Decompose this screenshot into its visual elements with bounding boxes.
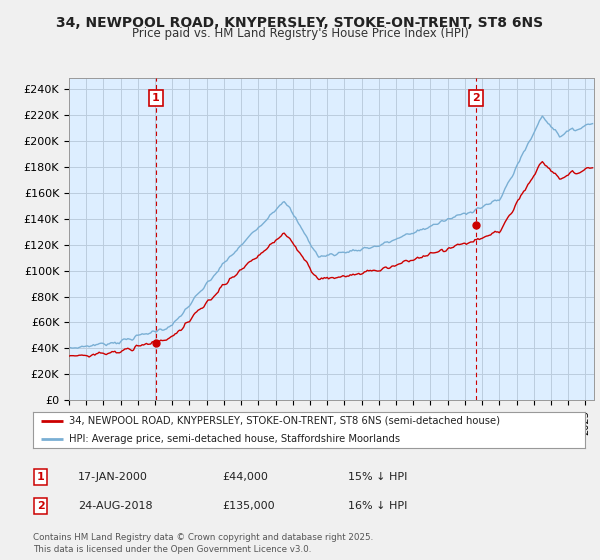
Text: £135,000: £135,000 — [222, 501, 275, 511]
Text: 34, NEWPOOL ROAD, KNYPERSLEY, STOKE-ON-TRENT, ST8 6NS: 34, NEWPOOL ROAD, KNYPERSLEY, STOKE-ON-T… — [56, 16, 544, 30]
Text: 1: 1 — [152, 93, 160, 103]
Text: 24-AUG-2018: 24-AUG-2018 — [78, 501, 152, 511]
Text: 15% ↓ HPI: 15% ↓ HPI — [348, 472, 407, 482]
Text: £44,000: £44,000 — [222, 472, 268, 482]
Text: 2: 2 — [37, 501, 44, 511]
Text: HPI: Average price, semi-detached house, Staffordshire Moorlands: HPI: Average price, semi-detached house,… — [69, 434, 400, 444]
Text: 2: 2 — [472, 93, 480, 103]
Text: 34, NEWPOOL ROAD, KNYPERSLEY, STOKE-ON-TRENT, ST8 6NS (semi-detached house): 34, NEWPOOL ROAD, KNYPERSLEY, STOKE-ON-T… — [69, 416, 500, 426]
Text: Price paid vs. HM Land Registry's House Price Index (HPI): Price paid vs. HM Land Registry's House … — [131, 27, 469, 40]
Text: Contains HM Land Registry data © Crown copyright and database right 2025.: Contains HM Land Registry data © Crown c… — [33, 533, 373, 542]
Text: 1: 1 — [37, 472, 44, 482]
Text: 17-JAN-2000: 17-JAN-2000 — [78, 472, 148, 482]
Text: 16% ↓ HPI: 16% ↓ HPI — [348, 501, 407, 511]
Text: This data is licensed under the Open Government Licence v3.0.: This data is licensed under the Open Gov… — [33, 545, 311, 554]
